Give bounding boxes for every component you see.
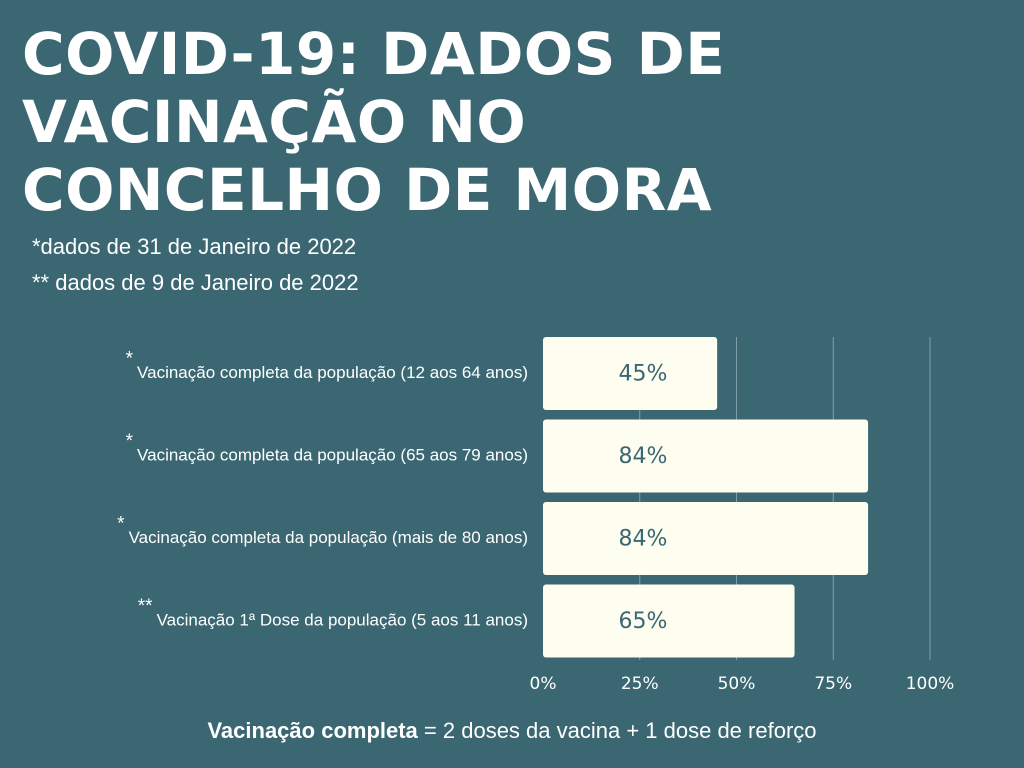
x-tick-label: 75% [814, 674, 852, 694]
bar [543, 502, 869, 575]
chart-category-labels: Vacinação completa da população (12 aos … [117, 349, 528, 630]
category-label: Vacinação 1ª Dose da população (5 aos 11… [157, 610, 528, 629]
bar-value-label: 84% [619, 444, 668, 469]
bar [543, 419, 869, 493]
category-label: Vacinação completa da população (65 aos … [137, 445, 528, 464]
chart-bars: 45% 84% 84% 65% [543, 337, 869, 658]
bar-value-label: 45% [619, 362, 668, 387]
category-label: Vacinação completa da população (12 aos … [137, 363, 528, 382]
category-marker: * [126, 349, 134, 370]
x-tick-label: 100% [906, 674, 955, 694]
bar-value-label: 65% [619, 609, 668, 634]
category-marker: * [117, 514, 125, 535]
page-title: COVID-19: DADOS DE VACINAÇÃO NO CONCELHO… [22, 20, 726, 224]
x-tick-label: 25% [621, 674, 659, 694]
category-marker: ** [138, 596, 153, 617]
title-line-1: COVID-19: DADOS DE [22, 20, 726, 88]
x-tick-label: 50% [718, 674, 756, 694]
footnote-definition: = 2 doses da vacina + 1 dose de reforço [417, 718, 817, 743]
chart-x-axis-ticks: 0% 25% 50% 75% 100% [530, 674, 955, 694]
x-tick-label: 0% [530, 674, 557, 694]
bar [543, 584, 795, 658]
footnote-term: Vacinação completa [207, 718, 418, 743]
title-line-3: CONCELHO DE MORA [22, 156, 713, 224]
bar [543, 337, 718, 410]
title-line-2: VACINAÇÃO NO [22, 88, 527, 156]
bar-value-label: 84% [619, 527, 668, 552]
category-label: Vacinação completa da população (mais de… [129, 528, 528, 547]
footnote: Vacinação completa = 2 doses da vacina +… [0, 718, 1024, 744]
category-marker: * [126, 431, 134, 452]
date-note-secondary: ** dados de 9 de Janeiro de 2022 [32, 270, 359, 295]
vaccination-bar-chart: 45% 84% 84% 65% Vacinação completa da popul… [117, 337, 955, 694]
date-note-primary: *dados de 31 de Janeiro de 2022 [32, 234, 357, 259]
